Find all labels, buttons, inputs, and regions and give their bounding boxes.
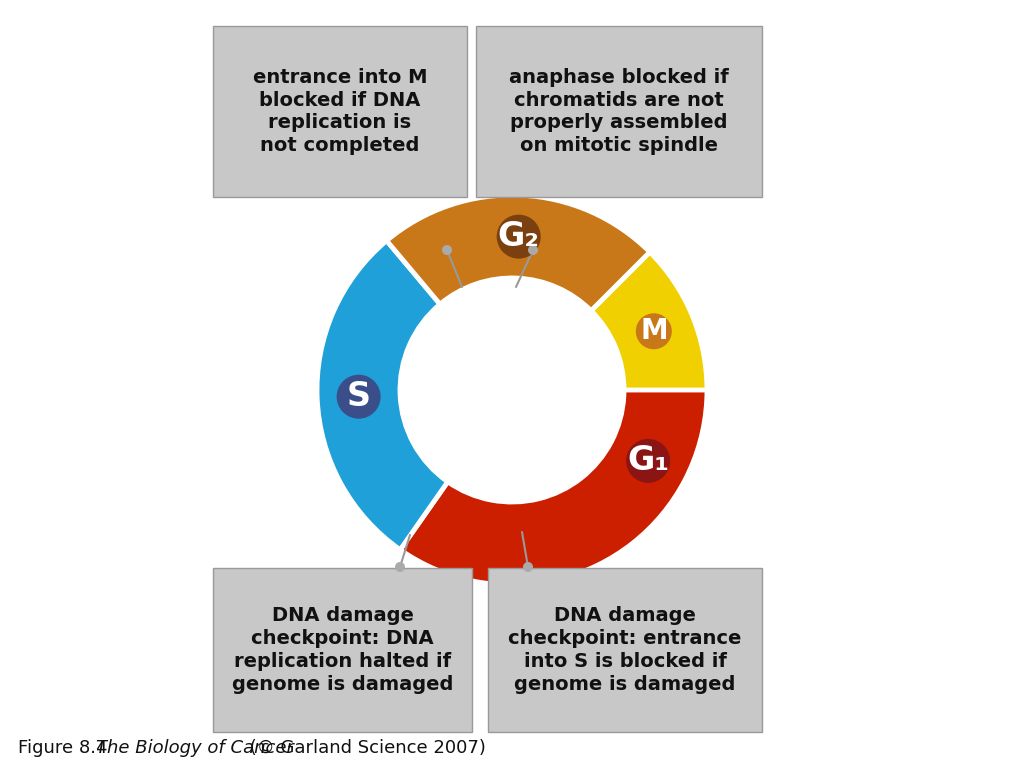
Text: anaphase blocked if
chromatids are not
properly assembled
on mitotic spindle: anaphase blocked if chromatids are not p… [509,68,729,155]
Circle shape [497,214,541,259]
Text: (© Garland Science 2007): (© Garland Science 2007) [244,739,485,757]
Circle shape [626,439,670,483]
Circle shape [395,562,406,572]
Text: G₁: G₁ [627,445,670,478]
Text: M: M [640,317,668,346]
Text: entrance into M
blocked if DNA
replication is
not completed: entrance into M blocked if DNA replicati… [253,68,427,155]
Text: Figure 8.4: Figure 8.4 [18,739,119,757]
Circle shape [523,562,534,572]
FancyBboxPatch shape [476,26,762,197]
Wedge shape [591,252,707,390]
Circle shape [636,313,672,349]
FancyBboxPatch shape [213,568,472,732]
Text: DNA damage
checkpoint: DNA
replication halted if
genome is damaged: DNA damage checkpoint: DNA replication h… [231,607,454,694]
Circle shape [442,245,452,255]
Circle shape [528,245,538,255]
Text: DNA damage
checkpoint: entrance
into S is blocked if
genome is damaged: DNA damage checkpoint: entrance into S i… [508,607,741,694]
FancyBboxPatch shape [488,568,762,732]
Text: The Biology of Cancer: The Biology of Cancer [96,739,294,757]
Circle shape [337,375,381,419]
Wedge shape [400,207,707,585]
FancyBboxPatch shape [213,26,467,197]
Wedge shape [387,195,650,311]
Text: G₂: G₂ [498,220,540,253]
Wedge shape [317,240,447,550]
Text: S: S [347,380,371,413]
